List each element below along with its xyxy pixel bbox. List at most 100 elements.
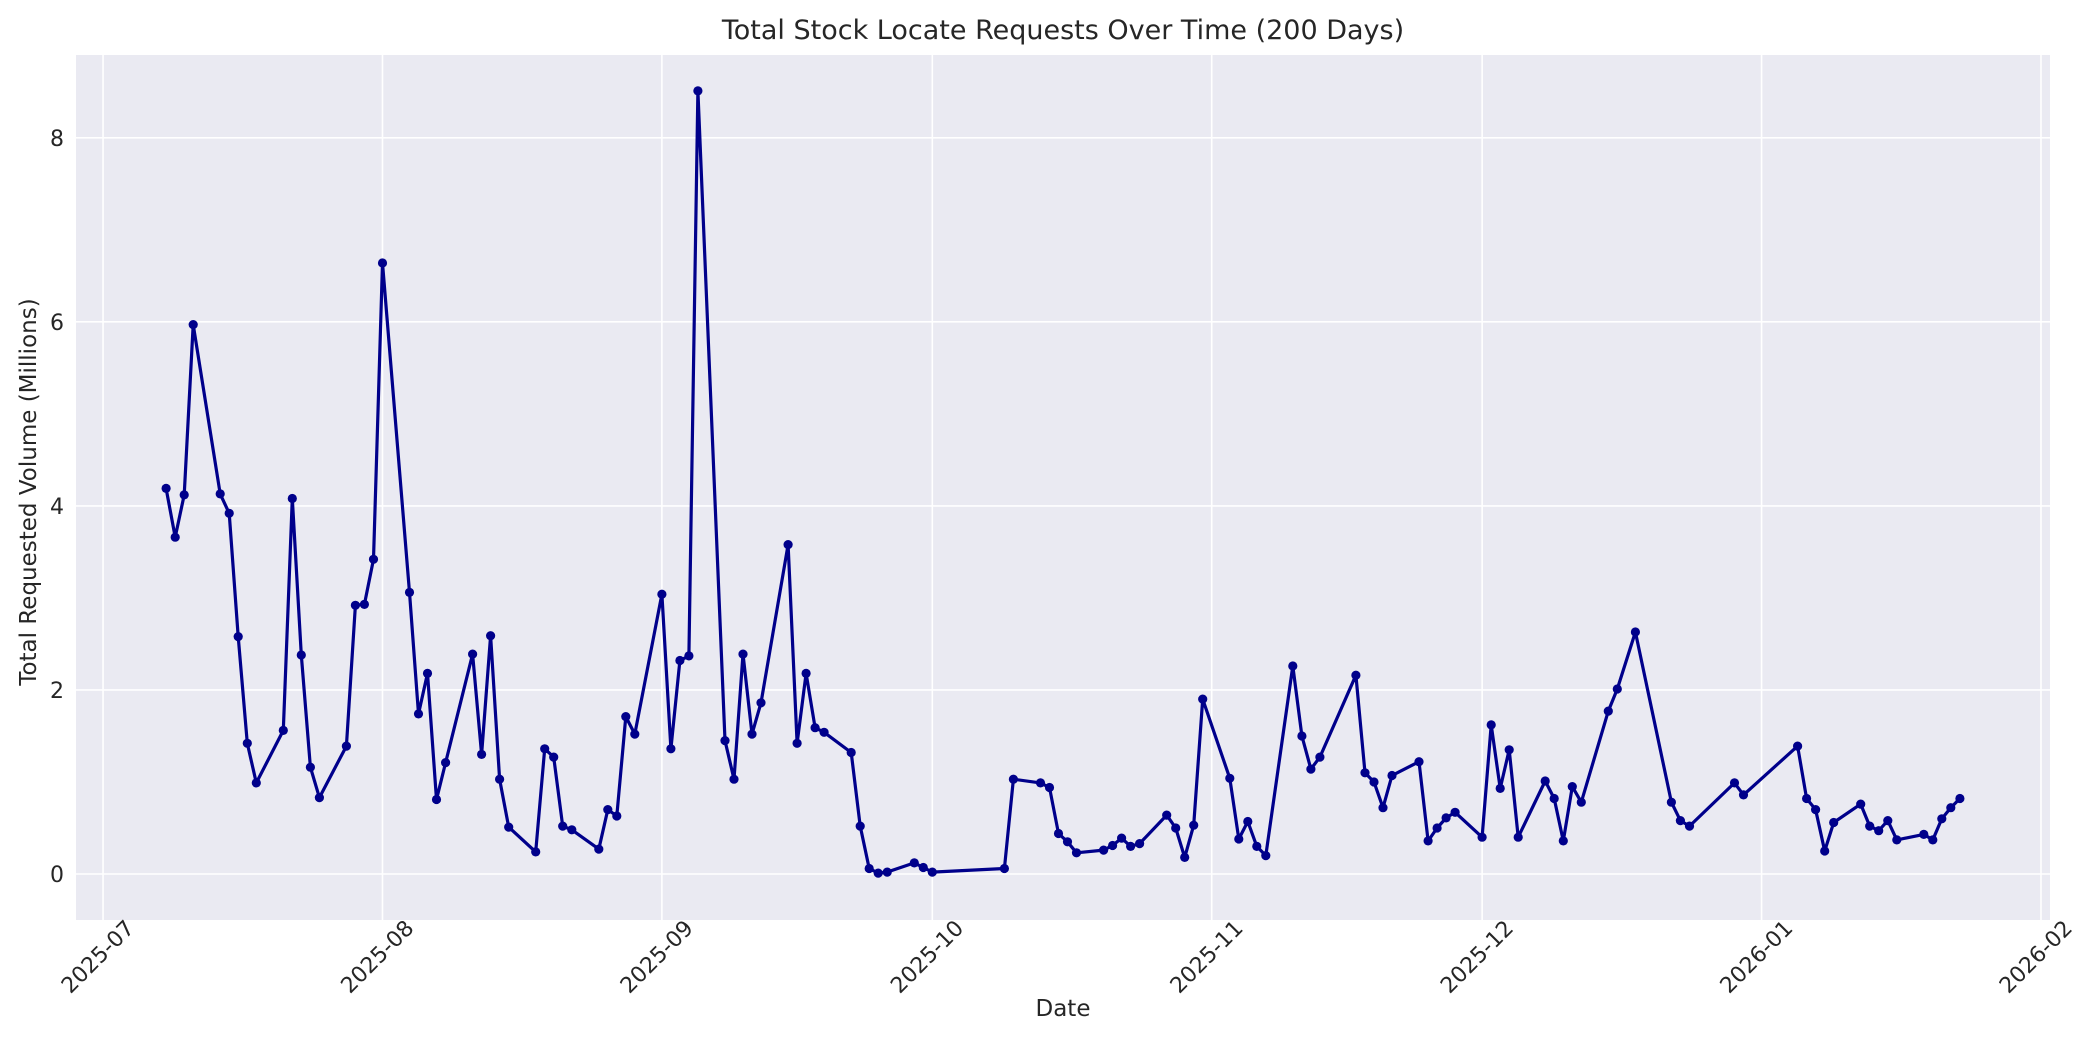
x-tick-label: 2025-12: [1436, 916, 1519, 999]
data-point-marker: [377, 258, 388, 268]
data-point-marker: [927, 867, 937, 877]
data-point-marker: [1171, 823, 1181, 833]
data-point-marker: [1360, 768, 1370, 778]
y-tick-label: 0: [50, 863, 64, 888]
data-point-marker: [368, 554, 379, 564]
x-tick-label: 2025-08: [337, 916, 420, 999]
data-point-marker: [296, 650, 306, 660]
data-point-marker: [1053, 828, 1064, 839]
x-tick-label: 2025-11: [1166, 916, 1249, 999]
y-tick-label: 6: [50, 311, 64, 336]
data-point-marker: [1306, 764, 1316, 774]
data-point-marker: [864, 863, 874, 874]
y-tick-label: 4: [50, 495, 64, 520]
data-point-marker: [1243, 816, 1253, 827]
data-point-marker: [1513, 832, 1523, 842]
data-point-marker: [1820, 846, 1830, 856]
data-point-marker: [1180, 852, 1190, 863]
data-point-marker: [819, 727, 829, 737]
data-point-marker: [1252, 841, 1262, 852]
data-point-marker: [1504, 745, 1514, 755]
data-point-marker: [1225, 773, 1235, 783]
data-point-marker: [1946, 803, 1956, 813]
x-axis-label: Date: [1036, 996, 1091, 1022]
data-point-marker: [1738, 790, 1749, 800]
data-point-marker: [1684, 821, 1695, 831]
data-point-marker: [413, 709, 424, 719]
data-point-marker: [1892, 835, 1902, 845]
data-point-marker: [1261, 851, 1271, 861]
data-point-marker: [1874, 826, 1884, 836]
data-point-marker: [1432, 823, 1442, 833]
data-point-marker: [1099, 845, 1109, 855]
data-point-marker: [495, 774, 505, 784]
data-point-marker: [1288, 661, 1298, 671]
data-point-marker: [558, 821, 568, 831]
data-point-marker: [1351, 670, 1361, 680]
data-point-marker: [242, 738, 252, 748]
data-point-marker: [1486, 720, 1496, 730]
data-point-marker: [179, 490, 189, 500]
data-point-marker: [729, 774, 739, 784]
data-point-marker: [1198, 694, 1208, 704]
y-axis-label: Total Requested Volume (Millions): [16, 298, 42, 686]
data-point-marker: [756, 698, 766, 708]
y-tick-label: 8: [50, 127, 64, 152]
data-point-marker: [567, 825, 577, 835]
data-point-marker: [603, 805, 613, 815]
vertical-gridlines: [102, 55, 2042, 920]
data-point-marker: [612, 811, 622, 821]
x-tick-label: 2025-10: [886, 916, 969, 999]
data-point-marker: [1035, 778, 1046, 788]
plot-area: [76, 55, 2050, 920]
data-point-marker: [1369, 777, 1379, 787]
data-point-marker: [1189, 820, 1199, 830]
chart-title: Total Stock Locate Requests Over Time (2…: [721, 15, 1404, 46]
data-point-marker: [251, 778, 261, 788]
data-point-marker: [1495, 783, 1505, 794]
data-point-marker: [783, 540, 793, 550]
data-point-marker: [540, 744, 550, 754]
data-point-marker: [1919, 829, 1929, 840]
data-point-marker: [504, 822, 514, 832]
data-point-marker: [1540, 776, 1550, 786]
data-point-marker: [531, 847, 541, 857]
data-point-marker: [287, 493, 297, 504]
x-tick-label: 2026-02: [1995, 916, 2078, 999]
data-point-marker: [1865, 821, 1875, 831]
data-point-marker: [621, 712, 631, 722]
x-tick-label: 2025-09: [616, 916, 699, 999]
data-point-marker: [666, 744, 676, 754]
data-point-marker: [359, 599, 369, 610]
data-point-marker: [341, 741, 351, 751]
data-point-marker: [909, 858, 919, 868]
data-point-marker: [1441, 813, 1451, 823]
data-point-marker: [1829, 817, 1839, 828]
data-point-marker: [675, 655, 685, 666]
data-point-marker: [693, 86, 703, 96]
data-point-marker: [1008, 774, 1019, 784]
data-point-marker: [1937, 814, 1947, 824]
data-point-marker: [170, 532, 180, 542]
data-point-marker: [720, 736, 730, 746]
data-point-marker: [233, 632, 243, 642]
data-point-marker: [305, 762, 315, 772]
data-point-marker: [215, 489, 225, 499]
data-point-marker: [1856, 799, 1866, 809]
y-axis-ticks: 0 2 4 6 8: [50, 127, 64, 888]
data-point-marker: [1576, 797, 1586, 807]
x-axis-ticks: 2025-07 2025-08 2025-09 2025-10 2025-11 2025-…: [57, 916, 2078, 999]
data-point-marker: [882, 867, 892, 877]
data-point-marker: [161, 483, 171, 493]
data-point-marker: [657, 589, 667, 599]
data-point-marker: [918, 862, 928, 873]
data-point-marker: [1135, 839, 1145, 849]
data-point-marker: [1928, 835, 1938, 845]
data-point-marker: [1802, 793, 1812, 804]
data-point-marker: [224, 508, 234, 518]
data-point-marker: [1423, 836, 1433, 846]
data-point-marker: [1414, 757, 1424, 767]
data-point-marker: [468, 649, 478, 659]
data-point-marker: [1477, 832, 1487, 842]
horizontal-gridlines: [76, 137, 2050, 875]
